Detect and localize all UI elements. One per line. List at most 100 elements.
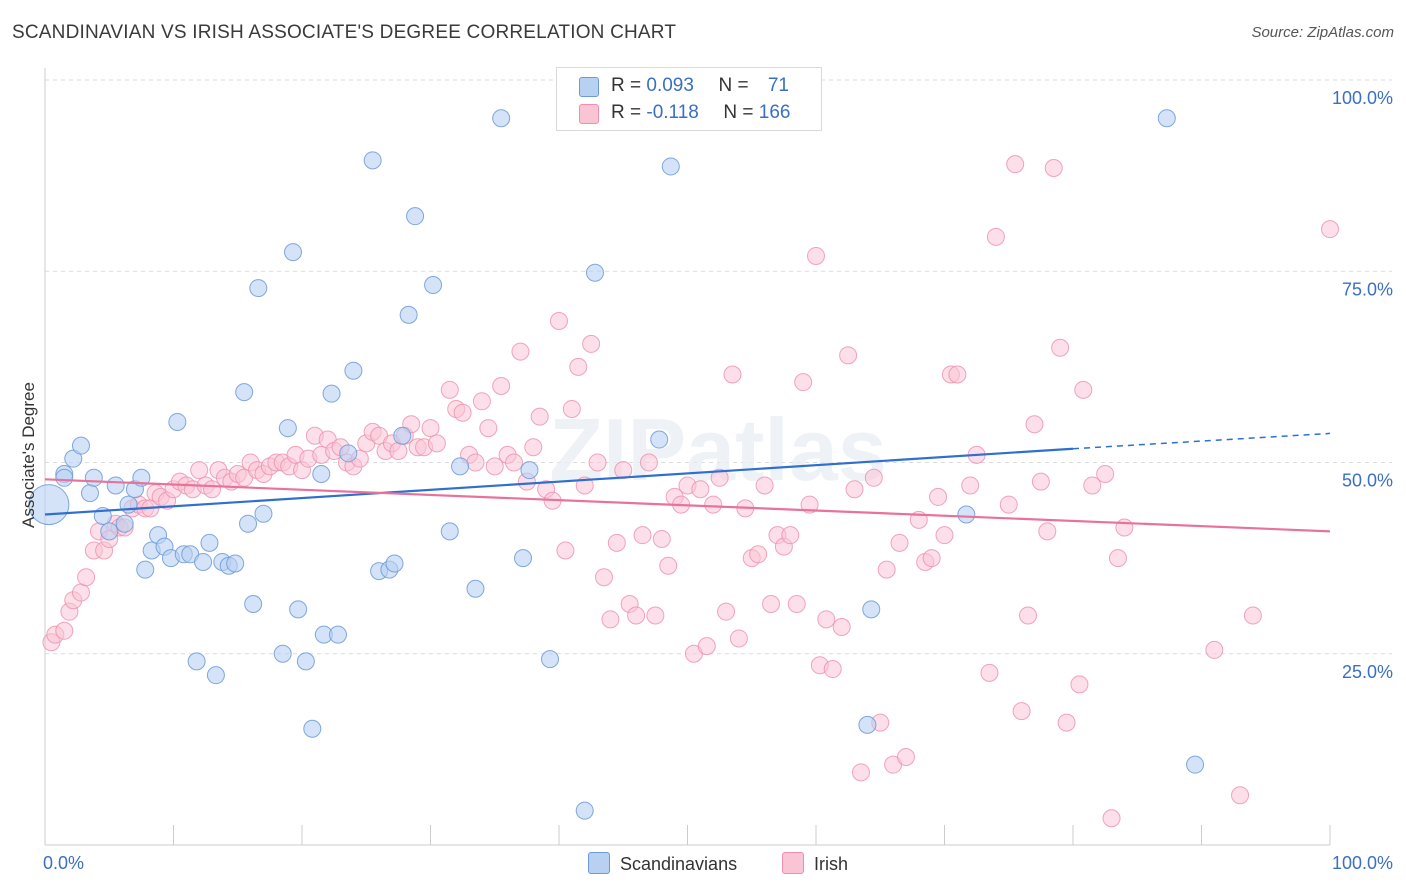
irish-point — [633, 526, 652, 545]
irish-point — [440, 380, 459, 399]
source-label: Source: ZipAtlas.com — [1251, 24, 1394, 41]
scandinavian-point — [200, 533, 219, 552]
irish-point — [723, 365, 742, 384]
scandinavian-point — [328, 625, 347, 644]
irish-point — [817, 610, 836, 629]
irish-point — [492, 377, 511, 395]
scandinavian-point — [514, 549, 533, 568]
scandinavian-point — [1186, 755, 1205, 774]
irish-point — [652, 530, 671, 548]
legend-label: Irish — [814, 854, 849, 874]
irish-point — [594, 568, 613, 587]
scandinavians-swatch — [579, 77, 599, 97]
irish-point — [717, 602, 736, 621]
irish-point — [1025, 415, 1044, 434]
irish-point — [614, 461, 633, 480]
y-tick-label: 25.0% — [1342, 662, 1393, 682]
irish-point — [466, 453, 485, 472]
axes — [44, 68, 1331, 846]
scandinavians-trend-extension — [1072, 432, 1331, 450]
irish-point — [485, 457, 504, 476]
scandinavian-point — [226, 554, 245, 573]
irish-point — [1074, 380, 1093, 399]
x-tick-label: 0.0% — [43, 853, 84, 873]
irish-point — [823, 660, 842, 679]
y-tick-label: 50.0% — [1342, 471, 1393, 491]
irish-point — [556, 541, 575, 560]
irish-point — [472, 392, 491, 411]
scandinavian-point — [520, 461, 539, 480]
scandinavian-point — [296, 652, 315, 671]
r-value: -0.118 — [646, 102, 699, 123]
scandinavian-point — [244, 595, 263, 614]
irish-point — [980, 663, 999, 682]
irish-point — [505, 453, 524, 472]
irish-point — [922, 549, 941, 568]
scandinavians-trend-line — [44, 447, 1074, 516]
scandinavian-point — [187, 652, 206, 671]
n-label: N = — [723, 102, 759, 123]
irish-point — [1006, 155, 1025, 174]
scandinavian-point — [235, 383, 254, 402]
n-label: N = — [718, 75, 754, 96]
scandinavian-point — [440, 522, 459, 541]
scandinavian-point — [84, 468, 103, 487]
irish-point — [1051, 338, 1070, 357]
irish-point — [999, 495, 1018, 514]
irish-point — [1070, 675, 1089, 694]
irish-point — [421, 419, 440, 438]
irish-point — [800, 495, 819, 514]
irish-point — [877, 560, 896, 579]
irish-point — [1083, 476, 1102, 495]
irish-point — [832, 617, 851, 636]
irish-point — [588, 453, 607, 472]
irish-point — [77, 568, 96, 587]
scandinavian-point — [168, 412, 187, 431]
irish-point — [704, 495, 723, 514]
scandinavian-point — [80, 484, 99, 503]
r-value: 0.093 — [646, 75, 694, 96]
scandinavian-point — [249, 279, 268, 298]
n-value: 71 — [767, 75, 789, 96]
scandinavian-point — [100, 522, 119, 541]
legend-item-irish[interactable]: Irish — [782, 852, 848, 875]
correlation-legend: R = 0.093 N = 71 R = -0.118 N = 166 — [556, 67, 822, 131]
irish-point — [1108, 549, 1127, 568]
irish-point — [935, 526, 954, 545]
irish-point — [524, 438, 543, 457]
irish-point — [710, 468, 729, 487]
scandinavian-point — [71, 436, 90, 455]
irish-point — [755, 476, 774, 495]
irish-point — [890, 533, 909, 552]
irish-point — [511, 342, 530, 361]
irish-swatch — [579, 104, 599, 124]
scandinavian-point — [661, 157, 680, 176]
scandinavian-point — [492, 109, 511, 128]
irish-point — [427, 434, 446, 453]
trend-lines — [44, 432, 1331, 533]
irish-point — [627, 606, 646, 625]
irish-point — [646, 606, 665, 625]
irish-point — [659, 556, 678, 575]
irish-point — [864, 468, 883, 487]
scandinavians-swatch — [588, 852, 610, 874]
irish-point — [479, 419, 498, 438]
irish-point — [607, 533, 626, 552]
irish-point — [1096, 464, 1115, 483]
irish-point — [1102, 809, 1121, 828]
irish-point — [1115, 518, 1134, 537]
scandinavian-point — [363, 151, 382, 170]
axis-labels: 25.0% 50.0% 75.0% 100.0% 0.0% 100.0% Associate… — [19, 88, 1393, 873]
irish-point — [1057, 713, 1076, 732]
irish-point — [1321, 220, 1339, 239]
irish-point — [1012, 702, 1031, 721]
legend-item-scandinavians[interactable]: Scandinavians — [588, 852, 737, 875]
irish-point — [530, 407, 549, 426]
scandinavian-point — [399, 305, 418, 324]
scandinavian-point — [136, 560, 155, 579]
irish-point — [896, 748, 915, 767]
x-tick-label: 100.0% — [1332, 853, 1393, 873]
scandinavian-point — [289, 600, 308, 619]
y-axis-label: Associate's Degree — [19, 382, 38, 528]
